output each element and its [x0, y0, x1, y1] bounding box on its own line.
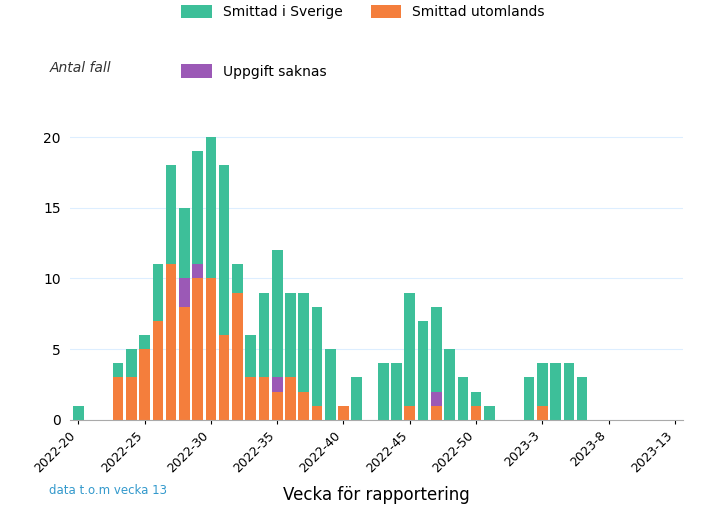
Bar: [126, 349, 137, 377]
Bar: [113, 364, 123, 377]
Bar: [179, 307, 189, 420]
Bar: [258, 377, 269, 420]
Bar: [232, 292, 243, 420]
Bar: [405, 292, 415, 406]
Bar: [126, 377, 137, 420]
Bar: [219, 335, 230, 420]
Bar: [564, 364, 574, 420]
Bar: [153, 264, 163, 321]
Bar: [551, 364, 561, 420]
Bar: [113, 377, 123, 420]
Bar: [431, 307, 441, 392]
Bar: [179, 208, 189, 279]
X-axis label: Vecka för rapportering: Vecka för rapportering: [283, 486, 470, 504]
Bar: [312, 307, 322, 406]
Bar: [272, 377, 282, 392]
Bar: [179, 279, 189, 307]
Bar: [153, 321, 163, 420]
Bar: [166, 264, 177, 420]
Bar: [246, 377, 256, 420]
Bar: [471, 392, 482, 406]
Text: data t.o.m vecka 13: data t.o.m vecka 13: [49, 484, 168, 497]
Bar: [258, 292, 269, 377]
Bar: [219, 165, 230, 335]
Bar: [312, 406, 322, 420]
Bar: [338, 406, 348, 420]
Bar: [351, 377, 362, 420]
Bar: [431, 392, 441, 406]
Bar: [577, 377, 587, 420]
Bar: [524, 377, 534, 420]
Bar: [139, 349, 150, 420]
Bar: [192, 264, 203, 279]
Bar: [444, 349, 455, 420]
Bar: [471, 406, 482, 420]
Legend: Uppgift saknas: Uppgift saknas: [182, 65, 327, 79]
Bar: [458, 377, 468, 420]
Bar: [246, 335, 256, 377]
Bar: [73, 406, 84, 420]
Text: Antal fall: Antal fall: [49, 61, 111, 75]
Bar: [166, 165, 177, 264]
Bar: [192, 151, 203, 264]
Bar: [391, 364, 402, 420]
Bar: [206, 137, 216, 279]
Bar: [232, 264, 243, 292]
Bar: [139, 335, 150, 349]
Bar: [431, 406, 441, 420]
Bar: [206, 279, 216, 420]
Bar: [298, 292, 309, 392]
Bar: [417, 321, 428, 420]
Bar: [537, 406, 548, 420]
Bar: [537, 364, 548, 406]
Bar: [325, 349, 336, 420]
Bar: [285, 292, 296, 377]
Bar: [285, 377, 296, 420]
Bar: [484, 406, 495, 420]
Bar: [272, 392, 282, 420]
Bar: [378, 364, 389, 420]
Bar: [298, 392, 309, 420]
Bar: [272, 250, 282, 377]
Bar: [405, 406, 415, 420]
Bar: [192, 279, 203, 420]
